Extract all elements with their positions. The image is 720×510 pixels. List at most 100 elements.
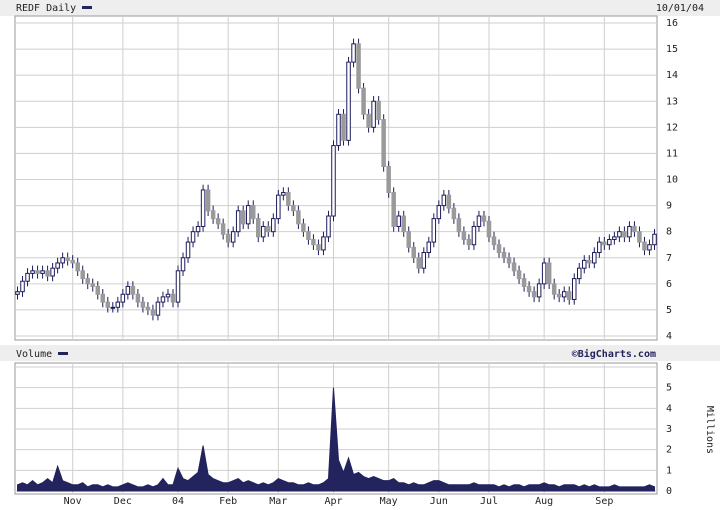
candle-body xyxy=(316,244,321,251)
y-tick-label: 6 xyxy=(666,362,672,373)
candle-body xyxy=(481,215,487,222)
candle-body xyxy=(366,113,371,128)
candle-body xyxy=(276,194,281,220)
candle-body xyxy=(376,100,381,121)
candle-body xyxy=(210,210,216,220)
y-tick-label: 13 xyxy=(666,96,678,107)
source-label: ©BigCharts.com xyxy=(572,348,656,360)
candle-body xyxy=(381,119,386,167)
volume-title: Volume xyxy=(16,349,52,360)
candle-body xyxy=(245,205,251,225)
candle-body xyxy=(55,262,60,269)
candle-body xyxy=(271,218,276,233)
price-frame xyxy=(14,15,658,341)
candle-body xyxy=(587,259,592,264)
candle-body xyxy=(110,306,116,309)
candle-body xyxy=(602,241,607,246)
candle-body xyxy=(225,233,231,243)
x-tick-label: May xyxy=(380,496,398,507)
x-tick-label: Nov xyxy=(64,496,82,507)
candle-body xyxy=(160,296,166,303)
candle-body xyxy=(491,236,497,246)
y-tick-label: 9 xyxy=(666,201,672,212)
candle-body xyxy=(566,291,572,300)
x-tick-label: Mar xyxy=(269,496,287,507)
candle-body xyxy=(220,223,226,235)
volume-header-band xyxy=(0,345,720,361)
x-tick-label: Dec xyxy=(114,496,132,507)
candle-body xyxy=(471,225,477,246)
candle-body xyxy=(652,233,657,246)
candle-body xyxy=(546,262,552,285)
candle-body xyxy=(516,270,522,280)
candle-body xyxy=(531,291,537,298)
candle-body xyxy=(637,231,642,243)
candle-body xyxy=(30,270,35,274)
volume-area xyxy=(17,387,655,492)
candle-body xyxy=(551,283,557,295)
candle-body xyxy=(195,225,201,233)
y-tick-label: 11 xyxy=(666,148,678,159)
candle-body xyxy=(40,270,45,274)
candle-body xyxy=(571,278,577,300)
candle-body xyxy=(135,293,141,303)
y-tick-label: 4 xyxy=(666,331,672,342)
candle-body xyxy=(130,285,136,295)
candle-body xyxy=(416,257,422,269)
candle-body xyxy=(396,215,401,227)
candle-body xyxy=(592,252,597,264)
candle-body xyxy=(451,207,457,220)
candle-body xyxy=(190,231,196,243)
candle-body xyxy=(336,113,341,147)
candle-body xyxy=(582,259,587,269)
y-tick-label: 10 xyxy=(666,175,678,186)
candle-body xyxy=(15,291,20,295)
candle-body xyxy=(35,270,40,274)
candle-body xyxy=(50,267,55,277)
y-tick-label: 1 xyxy=(666,465,672,476)
candle-body xyxy=(331,145,336,217)
candle-body xyxy=(446,194,452,209)
candle-body xyxy=(411,246,416,259)
candle-body xyxy=(536,283,542,298)
y-tick-label: 0 xyxy=(666,486,672,497)
legend-swatch xyxy=(58,352,68,355)
x-tick-label: Jul xyxy=(480,496,498,507)
candle-body xyxy=(230,231,236,243)
candle-body xyxy=(306,231,311,240)
y-tick-label: 16 xyxy=(666,18,678,29)
x-tick-label: Feb xyxy=(219,496,237,507)
candle-body xyxy=(526,285,532,293)
x-tick-label: 04 xyxy=(172,496,184,507)
candle-body xyxy=(521,278,527,287)
x-tick-label: Sep xyxy=(595,496,613,507)
candle-body xyxy=(240,210,246,225)
candle-body xyxy=(20,280,25,293)
y-tick-label: 8 xyxy=(666,227,672,238)
candle-body xyxy=(456,218,462,233)
y-tick-label: 15 xyxy=(666,44,678,55)
y-tick-label: 6 xyxy=(666,279,672,290)
candle-body xyxy=(461,231,467,240)
x-tick-label: Apr xyxy=(324,496,342,507)
candle-body xyxy=(371,100,376,128)
candle-body xyxy=(90,283,95,287)
candle-body xyxy=(250,205,256,220)
candle-body xyxy=(426,241,432,254)
candle-body xyxy=(215,218,221,225)
candle-body xyxy=(185,241,191,259)
candle-body xyxy=(436,205,442,220)
candle-body xyxy=(145,306,151,311)
candle-body xyxy=(291,205,296,212)
candle-body xyxy=(45,270,50,277)
candle-body xyxy=(125,285,131,295)
candle-body xyxy=(401,215,406,233)
candle-body xyxy=(476,215,482,227)
x-tick-label: Jun xyxy=(430,496,448,507)
candle-body xyxy=(235,210,241,233)
candle-body xyxy=(256,218,261,238)
candle-body xyxy=(85,278,90,285)
y-tick-label: 14 xyxy=(666,70,678,81)
y-axis-label: Millions xyxy=(704,406,715,454)
